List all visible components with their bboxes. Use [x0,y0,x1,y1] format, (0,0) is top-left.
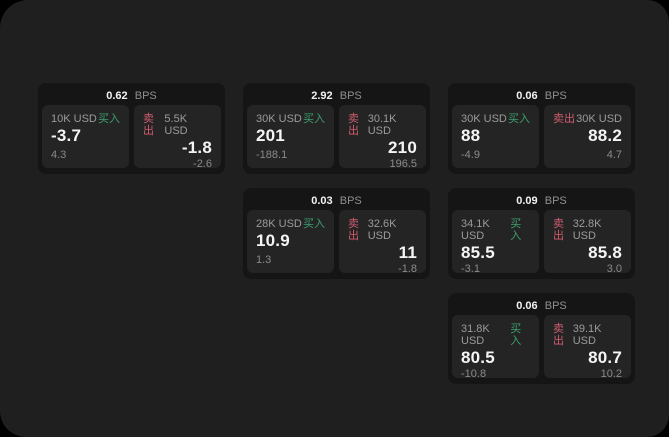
buy-side-label: 买入 [98,113,120,125]
quote-card: 0.06 BPS 30K USD 买入 88 -4.9 卖出 30K USD 8… [448,83,635,174]
sell-change: -2.6 [193,158,212,170]
quote-card: 0.06 BPS 31.8K USD 买入 80.5 -10.8 卖出 39.1… [448,293,635,384]
buy-price: 88 [461,126,481,145]
buy-price: 201 [256,126,285,145]
bps-unit-label: BPS [541,90,567,102]
bps-unit-label: BPS [336,90,362,102]
sell-change: -1.8 [398,263,417,275]
sell-notional: 32.8K USD [572,218,602,242]
sell-price: 85.8 [588,243,622,262]
buy-side-label: 买入 [510,323,522,347]
quote-panels: 30K USD 买入 88 -4.9 卖出 30K USD 88.2 4.7 [452,105,631,168]
sell-side-label: 卖出 [348,113,359,137]
sell-quote-button[interactable]: 卖出 30.1K USD 210 196.5 [339,105,426,170]
buy-side-label: 买入 [510,218,522,242]
sell-change: 3.0 [606,263,622,275]
bps-header: 2.92 BPS [247,87,426,105]
bps-header: 0.03 BPS [247,192,426,210]
sell-price: -1.8 [181,138,212,157]
sell-price: 88.2 [588,126,622,145]
sell-quote-button[interactable]: 卖出 32.8K USD 85.8 3.0 [544,210,631,275]
sell-change: 10.2 [600,368,622,380]
buy-change: -3.1 [461,263,480,275]
quote-card: 0.03 BPS 28K USD 买入 10.9 1.3 卖出 32.6K US… [243,188,430,279]
buy-notional: 10K USD [51,113,97,125]
sell-notional: 30.1K USD [367,113,397,137]
quote-panels: 34.1K USD 买入 85.5 -3.1 卖出 32.8K USD 85.8… [452,210,631,275]
buy-quote-button[interactable]: 34.1K USD 买入 85.5 -3.1 [452,210,539,275]
buy-change: -4.9 [461,149,480,161]
sell-side-label: 卖出 [553,218,564,242]
buy-notional: 31.8K USD [461,323,490,347]
bps-unit-label: BPS [541,300,567,312]
card-column: 0.06 BPS 30K USD 买入 88 -4.9 卖出 30K USD 8… [448,83,635,384]
sell-quote-button[interactable]: 卖出 32.6K USD 11 -1.8 [339,210,426,275]
bps-value: 0.06 [516,90,538,102]
sell-quote-button[interactable]: 卖出 30K USD 88.2 4.7 [544,105,631,168]
sell-price: 210 [388,138,417,157]
buy-change: 1.3 [256,254,272,266]
card-column: 2.92 BPS 30K USD 买入 201 -188.1 卖出 30.1K … [243,83,430,279]
sell-notional: 30K USD [576,113,622,125]
buy-notional: 30K USD [461,113,507,125]
buy-change: -10.8 [461,368,487,380]
buy-quote-button[interactable]: 10K USD 买入 -3.7 4.3 [42,105,129,168]
sell-side-label: 卖出 [553,113,575,125]
buy-quote-button[interactable]: 28K USD 买入 10.9 1.3 [247,210,334,273]
sell-change: 4.7 [606,149,622,161]
quote-panels: 30K USD 买入 201 -188.1 卖出 30.1K USD 210 1… [247,105,426,170]
sell-notional: 5.5K USD [164,113,188,137]
sell-quote-button[interactable]: 卖出 5.5K USD -1.8 -2.6 [134,105,221,170]
sell-notional: 32.6K USD [367,218,397,242]
quote-panels: 10K USD 买入 -3.7 4.3 卖出 5.5K USD -1.8 -2.… [42,105,221,170]
quote-card: 0.62 BPS 10K USD 买入 -3.7 4.3 卖出 5.5K USD… [38,83,225,174]
buy-notional: 30K USD [256,113,302,125]
sell-price: 11 [398,243,417,262]
buy-price: 10.9 [256,231,290,250]
quote-panels: 31.8K USD 买入 80.5 -10.8 卖出 39.1K USD 80.… [452,315,631,380]
sell-notional: 39.1K USD [572,323,602,347]
sell-quote-button[interactable]: 卖出 39.1K USD 80.7 10.2 [544,315,631,380]
bps-header: 0.06 BPS [452,297,631,315]
buy-notional: 28K USD [256,218,302,230]
buy-price: 80.5 [461,348,495,367]
bps-unit-label: BPS [131,90,157,102]
buy-price: -3.7 [51,126,82,145]
bps-value: 0.06 [516,300,538,312]
buy-change: 4.3 [51,149,67,161]
sell-price: 80.7 [588,348,622,367]
sell-side-label: 卖出 [348,218,359,242]
sell-change: 196.5 [389,158,417,170]
quote-cards-grid: 0.62 BPS 10K USD 买入 -3.7 4.3 卖出 5.5K USD… [38,83,635,384]
quote-panels: 28K USD 买入 10.9 1.3 卖出 32.6K USD 11 -1.8 [247,210,426,275]
buy-side-label: 买入 [303,218,325,230]
bps-value: 0.09 [516,195,538,207]
bps-header: 0.62 BPS [42,87,221,105]
bps-value: 0.03 [311,195,333,207]
bps-value: 0.62 [106,90,128,102]
quote-card: 0.09 BPS 34.1K USD 买入 85.5 -3.1 卖出 32.8K… [448,188,635,279]
bps-unit-label: BPS [541,195,567,207]
card-column: 0.62 BPS 10K USD 买入 -3.7 4.3 卖出 5.5K USD… [38,83,225,174]
buy-side-label: 买入 [508,113,530,125]
buy-quote-button[interactable]: 30K USD 买入 201 -188.1 [247,105,334,168]
buy-price: 85.5 [461,243,495,262]
bps-value: 2.92 [311,90,333,102]
sell-side-label: 卖出 [553,323,564,347]
buy-side-label: 买入 [303,113,325,125]
buy-change: -188.1 [256,149,288,161]
quote-card: 2.92 BPS 30K USD 买入 201 -188.1 卖出 30.1K … [243,83,430,174]
sell-side-label: 卖出 [143,113,154,137]
bps-unit-label: BPS [336,195,362,207]
bps-header: 0.06 BPS [452,87,631,105]
buy-quote-button[interactable]: 30K USD 买入 88 -4.9 [452,105,539,168]
bps-header: 0.09 BPS [452,192,631,210]
buy-notional: 34.1K USD [461,218,490,242]
buy-quote-button[interactable]: 31.8K USD 买入 80.5 -10.8 [452,315,539,380]
